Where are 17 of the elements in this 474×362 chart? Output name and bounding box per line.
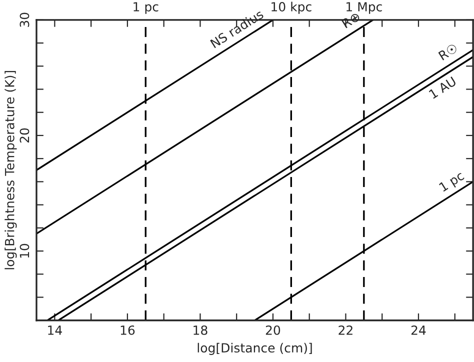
ref-line-label: 1 pc (134, 2, 158, 14)
ref-line-label: 10 kpc (272, 2, 312, 14)
y-tick-label: 10 (20, 244, 30, 258)
x-tick-label: 20 (266, 325, 280, 335)
text: R☉ (438, 43, 458, 60)
text: 1 pc (438, 170, 466, 194)
x-tick-label: 22 (338, 325, 352, 335)
text: 1 AU (428, 76, 457, 99)
y-tick-label: 30 (20, 12, 30, 27)
ref-line-label: 1 Mpc (346, 2, 382, 14)
x-tick-label: 24 (411, 325, 426, 335)
y-axis-title: log[Brightness Temperature (K)] (4, 70, 17, 270)
x-tick-label: 18 (194, 325, 208, 335)
y-tick-label: 20 (20, 128, 30, 143)
x-axis-title: log[Distance (cm)] (198, 342, 312, 355)
x-tick-label: 16 (120, 325, 135, 335)
x-tick-label: 14 (48, 326, 62, 335)
